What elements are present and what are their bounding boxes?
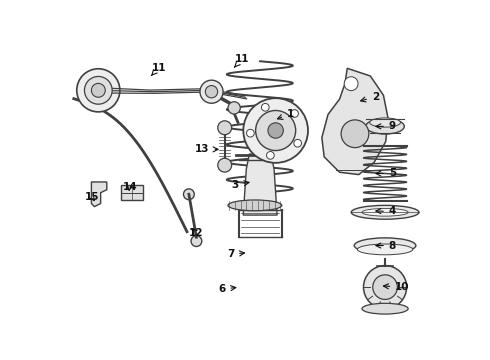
- Polygon shape: [92, 182, 107, 207]
- Ellipse shape: [369, 118, 400, 127]
- Text: 3: 3: [232, 180, 249, 190]
- FancyBboxPatch shape: [122, 185, 143, 201]
- Polygon shape: [322, 68, 388, 175]
- Ellipse shape: [354, 238, 416, 253]
- Circle shape: [218, 158, 232, 172]
- Text: 5: 5: [376, 168, 396, 179]
- Circle shape: [344, 77, 358, 91]
- Text: 10: 10: [383, 282, 410, 292]
- Circle shape: [183, 189, 194, 200]
- Circle shape: [291, 110, 298, 117]
- Circle shape: [218, 121, 232, 135]
- Circle shape: [262, 103, 269, 111]
- Text: 9: 9: [376, 121, 396, 131]
- Circle shape: [84, 76, 112, 104]
- Text: 11: 11: [151, 63, 166, 76]
- Ellipse shape: [362, 303, 408, 314]
- Text: 14: 14: [122, 182, 137, 192]
- Circle shape: [200, 80, 223, 103]
- Circle shape: [228, 102, 240, 114]
- Circle shape: [267, 152, 274, 159]
- Circle shape: [294, 139, 301, 147]
- Circle shape: [373, 275, 397, 300]
- Text: 7: 7: [227, 249, 245, 260]
- Circle shape: [256, 111, 295, 150]
- Ellipse shape: [366, 119, 404, 134]
- Circle shape: [92, 84, 105, 97]
- Circle shape: [77, 69, 120, 112]
- Circle shape: [205, 86, 218, 98]
- Text: 12: 12: [189, 228, 203, 238]
- Ellipse shape: [357, 244, 413, 255]
- Text: 2: 2: [361, 92, 379, 102]
- Polygon shape: [243, 154, 277, 215]
- Circle shape: [244, 98, 308, 163]
- Text: 6: 6: [218, 284, 236, 294]
- Text: 1: 1: [277, 109, 294, 120]
- Circle shape: [246, 129, 254, 137]
- Circle shape: [268, 123, 283, 138]
- Circle shape: [364, 266, 407, 309]
- Ellipse shape: [351, 205, 419, 219]
- Circle shape: [191, 236, 202, 247]
- Text: 15: 15: [85, 192, 99, 202]
- Text: 11: 11: [234, 54, 249, 67]
- Ellipse shape: [228, 200, 282, 211]
- Text: 13: 13: [195, 144, 218, 154]
- Ellipse shape: [362, 208, 408, 216]
- Text: 4: 4: [376, 207, 396, 216]
- Text: 8: 8: [376, 240, 396, 251]
- Circle shape: [341, 120, 369, 148]
